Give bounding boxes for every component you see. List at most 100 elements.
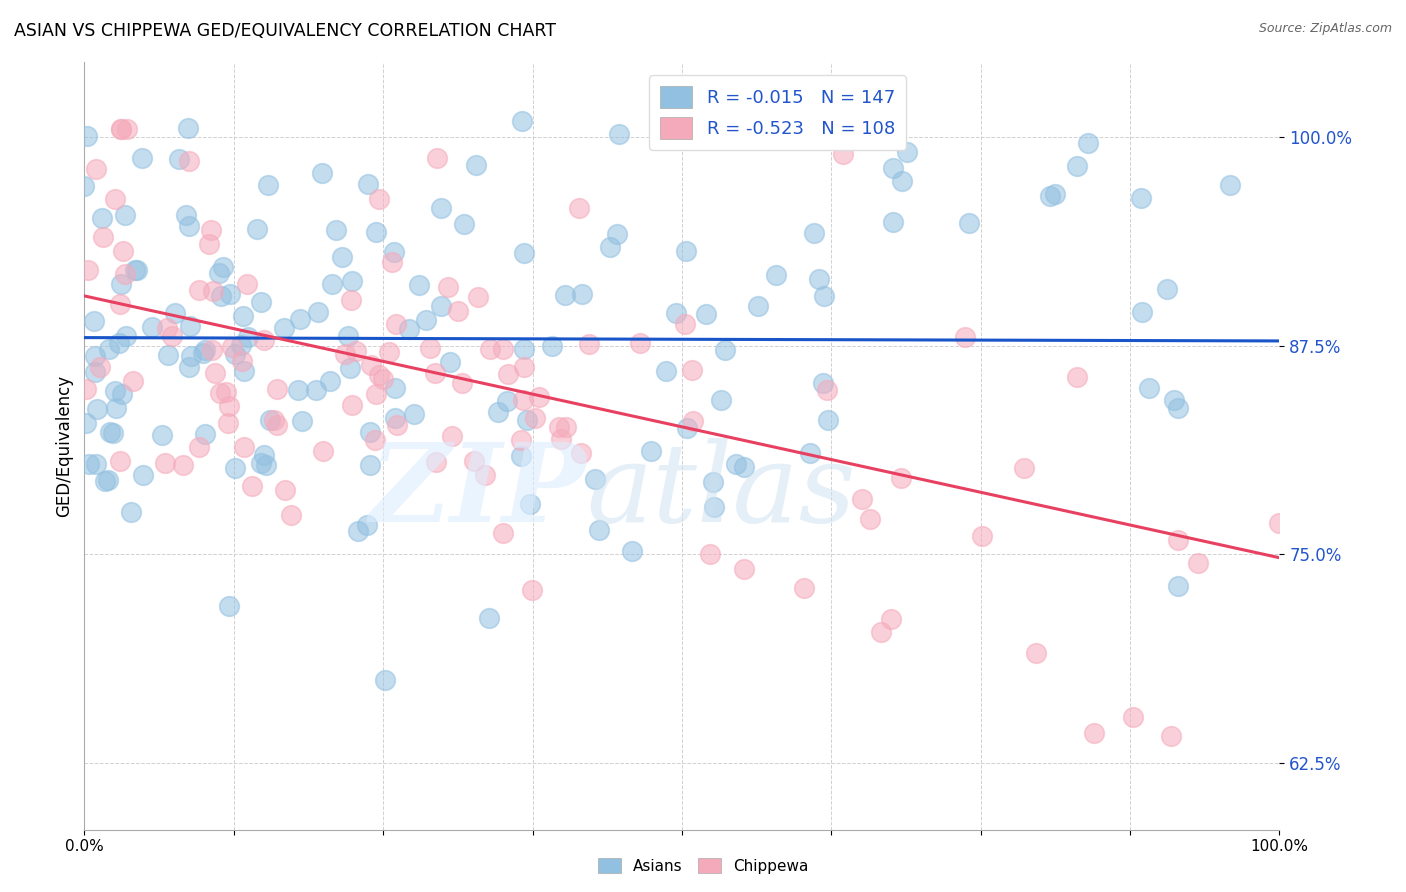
Point xyxy=(131,151,153,165)
Point xyxy=(191,346,214,360)
Point xyxy=(111,244,134,258)
Point xyxy=(224,461,246,475)
Point xyxy=(84,365,107,379)
Point xyxy=(710,393,733,408)
Point xyxy=(1156,282,1178,296)
Point xyxy=(339,293,361,307)
Point xyxy=(702,475,724,490)
Point xyxy=(1167,401,1189,415)
Point xyxy=(141,320,163,334)
Point xyxy=(163,306,186,320)
Legend: R = -0.015   N = 147, R = -0.523   N = 108: R = -0.015 N = 147, R = -0.523 N = 108 xyxy=(650,75,905,150)
Point xyxy=(219,286,242,301)
Point xyxy=(512,392,534,407)
Text: atlas: atlas xyxy=(586,438,856,546)
Point xyxy=(817,413,839,427)
Point xyxy=(385,418,408,433)
Point xyxy=(108,297,131,311)
Point xyxy=(208,266,231,280)
Point xyxy=(510,450,533,464)
Point xyxy=(201,343,224,357)
Point xyxy=(359,425,381,439)
Point xyxy=(209,289,232,303)
Point xyxy=(554,288,576,302)
Point xyxy=(280,508,302,522)
Point xyxy=(83,349,105,363)
Point xyxy=(588,523,610,537)
Point xyxy=(101,426,124,441)
Point xyxy=(695,307,717,321)
Point xyxy=(1122,709,1144,723)
Point xyxy=(266,418,288,433)
Point xyxy=(198,237,221,252)
Point xyxy=(1163,392,1185,407)
Point xyxy=(1219,178,1241,192)
Point xyxy=(204,366,226,380)
Point xyxy=(765,268,787,282)
Point xyxy=(1167,533,1189,548)
Point xyxy=(202,284,225,298)
Point xyxy=(524,410,547,425)
Point xyxy=(131,468,153,483)
Point xyxy=(211,260,233,274)
Point xyxy=(513,343,536,357)
Point xyxy=(256,178,278,192)
Point xyxy=(110,453,132,467)
Point xyxy=(232,309,254,323)
Point xyxy=(655,364,678,378)
Point xyxy=(1160,729,1182,743)
Point xyxy=(599,240,621,254)
Point xyxy=(232,440,254,454)
Point xyxy=(569,446,592,460)
Point xyxy=(747,299,769,313)
Point xyxy=(217,416,239,430)
Point xyxy=(381,254,404,268)
Point xyxy=(554,420,576,434)
Point xyxy=(174,208,197,222)
Point xyxy=(156,320,179,334)
Point xyxy=(675,317,697,331)
Point xyxy=(356,518,378,533)
Point xyxy=(359,458,381,472)
Point xyxy=(550,432,572,446)
Point xyxy=(77,457,100,471)
Point xyxy=(115,122,138,136)
Point xyxy=(172,458,194,472)
Point xyxy=(169,153,191,167)
Point xyxy=(125,263,148,277)
Point xyxy=(890,471,912,485)
Point xyxy=(1025,646,1047,660)
Point xyxy=(339,360,361,375)
Point xyxy=(114,267,136,281)
Point xyxy=(382,244,405,259)
Point xyxy=(384,410,406,425)
Point xyxy=(385,317,408,331)
Point xyxy=(94,475,117,489)
Point xyxy=(229,338,252,352)
Point xyxy=(236,330,259,344)
Point xyxy=(366,226,388,240)
Point xyxy=(681,363,703,377)
Point xyxy=(811,376,834,390)
Point xyxy=(682,414,704,428)
Point xyxy=(360,358,382,372)
Point xyxy=(1038,188,1060,202)
Point xyxy=(122,375,145,389)
Point xyxy=(180,349,202,363)
Point xyxy=(304,384,326,398)
Point xyxy=(516,413,538,427)
Point xyxy=(1139,381,1161,395)
Point xyxy=(1066,369,1088,384)
Point xyxy=(415,312,437,326)
Point xyxy=(882,214,904,228)
Point xyxy=(733,460,755,475)
Point xyxy=(425,455,447,469)
Point xyxy=(578,337,600,351)
Point xyxy=(609,127,631,141)
Point xyxy=(955,330,977,344)
Point xyxy=(1066,159,1088,173)
Point xyxy=(423,366,446,380)
Point xyxy=(221,340,243,354)
Point xyxy=(571,287,593,301)
Point xyxy=(330,250,353,264)
